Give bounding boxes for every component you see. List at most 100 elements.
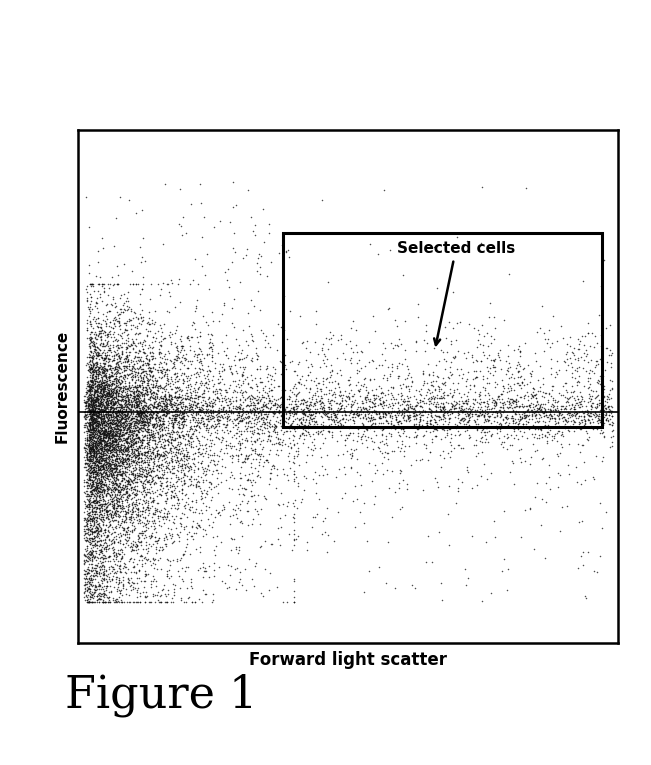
Point bbox=[92, 590, 103, 602]
Point bbox=[81, 567, 92, 579]
Point bbox=[398, 422, 408, 435]
Point bbox=[585, 372, 595, 384]
Point bbox=[93, 460, 104, 472]
Point bbox=[170, 405, 180, 417]
Point bbox=[90, 444, 101, 457]
Point bbox=[130, 483, 140, 496]
Point bbox=[87, 449, 98, 461]
Point bbox=[94, 477, 104, 489]
Point bbox=[197, 348, 207, 360]
Point bbox=[132, 444, 142, 456]
Point bbox=[130, 498, 140, 510]
Point bbox=[100, 353, 111, 365]
Point bbox=[111, 455, 121, 467]
Point bbox=[580, 330, 590, 342]
Point bbox=[84, 303, 94, 315]
Point bbox=[243, 406, 254, 418]
Point bbox=[156, 392, 167, 404]
Point bbox=[118, 356, 129, 368]
Point bbox=[432, 476, 442, 488]
Point bbox=[204, 399, 215, 412]
Point bbox=[258, 382, 269, 394]
Point bbox=[207, 374, 217, 386]
Point bbox=[544, 409, 555, 421]
Point bbox=[243, 519, 253, 531]
Point bbox=[86, 588, 96, 600]
Point bbox=[103, 509, 113, 522]
Point bbox=[462, 235, 472, 247]
Point bbox=[135, 415, 146, 428]
Point bbox=[85, 506, 96, 519]
Point bbox=[118, 562, 128, 575]
Point bbox=[171, 496, 182, 509]
Point bbox=[561, 353, 572, 366]
Point bbox=[103, 406, 113, 418]
Point bbox=[469, 379, 479, 391]
Point bbox=[98, 595, 108, 607]
Point bbox=[150, 435, 160, 447]
Point bbox=[100, 380, 110, 392]
Point bbox=[101, 431, 111, 443]
Point bbox=[90, 416, 101, 428]
Point bbox=[150, 335, 161, 347]
Point bbox=[120, 418, 131, 431]
Point bbox=[150, 531, 160, 543]
Point bbox=[534, 431, 544, 444]
Point bbox=[378, 372, 388, 384]
Point bbox=[142, 374, 152, 386]
Point bbox=[102, 387, 113, 399]
Point bbox=[169, 399, 179, 411]
Point bbox=[226, 560, 236, 572]
Point bbox=[91, 487, 102, 500]
Point bbox=[117, 500, 127, 513]
Point bbox=[133, 533, 144, 545]
Point bbox=[128, 406, 138, 418]
Point bbox=[106, 514, 117, 526]
Point bbox=[105, 445, 116, 457]
Point bbox=[361, 412, 371, 425]
Point bbox=[87, 412, 97, 424]
Point bbox=[168, 361, 178, 373]
Point bbox=[124, 421, 134, 433]
Point bbox=[447, 399, 457, 411]
Point bbox=[387, 405, 397, 417]
Point bbox=[94, 432, 105, 444]
Point bbox=[289, 534, 299, 546]
Point bbox=[95, 431, 105, 443]
Point bbox=[100, 436, 110, 448]
Point bbox=[156, 450, 167, 462]
Point bbox=[139, 418, 149, 431]
Point bbox=[456, 415, 466, 427]
Point bbox=[143, 418, 153, 431]
Point bbox=[84, 418, 94, 431]
Point bbox=[128, 400, 139, 412]
Point bbox=[281, 246, 291, 259]
Point bbox=[86, 513, 96, 526]
Point bbox=[132, 321, 143, 334]
Point bbox=[85, 512, 96, 524]
Point bbox=[94, 447, 105, 459]
Point bbox=[119, 444, 130, 456]
Point bbox=[89, 514, 99, 526]
Point bbox=[86, 363, 96, 375]
Point bbox=[161, 393, 171, 405]
Point bbox=[110, 466, 120, 478]
Point bbox=[521, 418, 531, 430]
Point bbox=[530, 389, 540, 401]
Point bbox=[140, 463, 150, 475]
Point bbox=[115, 427, 125, 439]
Point bbox=[105, 559, 116, 571]
Point bbox=[569, 400, 579, 412]
Point bbox=[88, 422, 98, 435]
Point bbox=[139, 389, 149, 402]
Point bbox=[87, 486, 97, 498]
Point bbox=[103, 434, 113, 446]
Point bbox=[85, 464, 95, 477]
Point bbox=[212, 411, 222, 423]
Point bbox=[212, 392, 223, 405]
Point bbox=[104, 562, 114, 575]
Point bbox=[88, 588, 98, 600]
Point bbox=[503, 431, 514, 443]
Point bbox=[133, 439, 144, 451]
Point bbox=[505, 412, 516, 425]
